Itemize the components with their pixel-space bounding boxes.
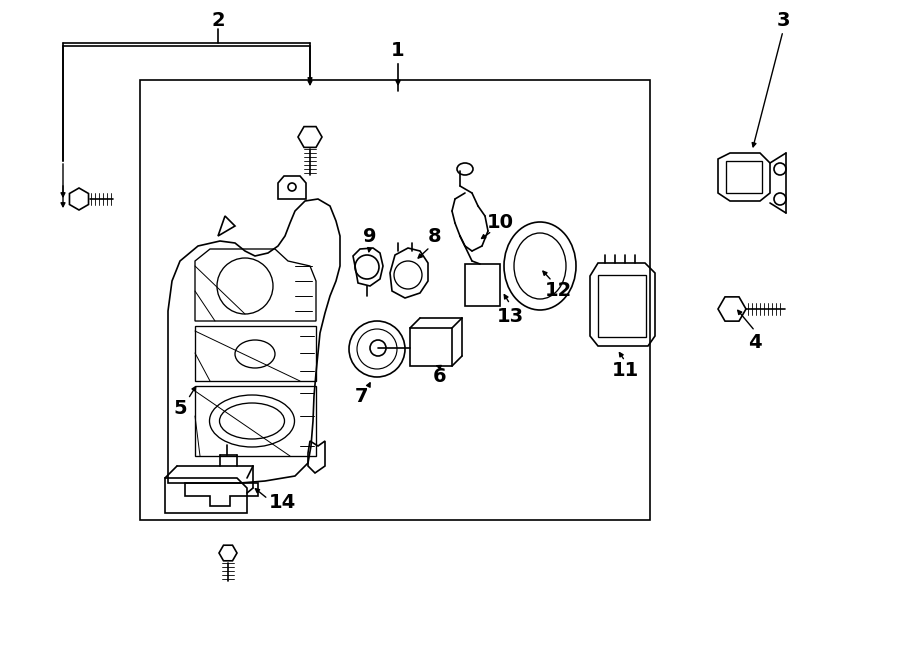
Text: 3: 3 — [776, 11, 790, 30]
Text: 11: 11 — [611, 362, 639, 381]
Text: 5: 5 — [173, 399, 187, 418]
Text: 12: 12 — [544, 282, 572, 301]
Text: 6: 6 — [433, 366, 446, 385]
Text: 2: 2 — [212, 11, 225, 30]
Text: 9: 9 — [364, 227, 377, 247]
Text: 10: 10 — [487, 214, 514, 233]
Text: 7: 7 — [356, 387, 369, 407]
Bar — [726, 161, 762, 193]
Text: 13: 13 — [497, 307, 524, 325]
Bar — [140, 80, 650, 520]
Text: 4: 4 — [748, 334, 761, 352]
Text: 8: 8 — [428, 227, 442, 247]
Bar — [598, 275, 646, 337]
Text: 14: 14 — [268, 494, 295, 512]
Bar — [465, 264, 500, 306]
Text: 1: 1 — [392, 42, 405, 61]
Bar — [410, 328, 452, 366]
